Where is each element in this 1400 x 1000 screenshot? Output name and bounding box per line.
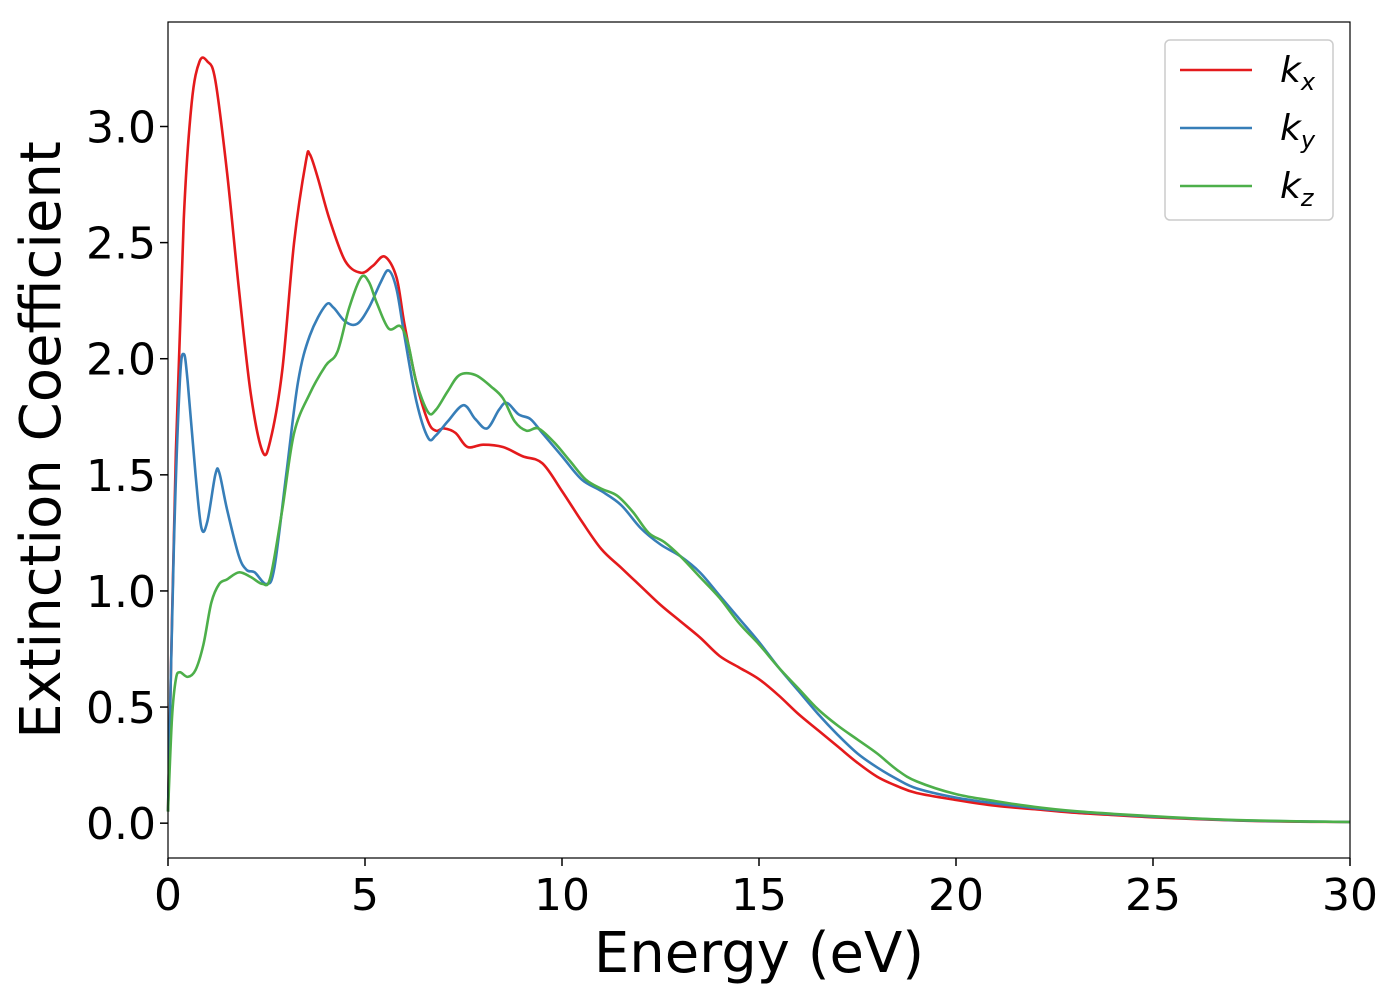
y-tick-label: 1.0 [86, 567, 156, 618]
x-tick-label: 15 [731, 870, 787, 921]
y-axis-ticks: 0.0 0.5 1.0 1.5 2.0 2.5 3.0 [86, 103, 168, 850]
y-tick-label: 2.5 [86, 219, 156, 270]
x-tick-label: 5 [351, 870, 379, 921]
x-tick-label: 20 [928, 870, 984, 921]
x-tick-label: 10 [534, 870, 590, 921]
x-tick-label: 25 [1125, 870, 1181, 921]
plot-lines [166, 56, 1351, 824]
series-line-ky [166, 269, 1351, 824]
series-line-kx [166, 56, 1351, 824]
y-tick-label: 1.5 [86, 451, 156, 502]
x-axis-label: Energy (eV) [594, 921, 924, 986]
x-tick-label: 30 [1322, 870, 1378, 921]
y-tick-label: 3.0 [86, 103, 156, 154]
legend-subscript: y [1300, 126, 1316, 154]
x-tick-label: 0 [154, 870, 182, 921]
y-tick-label: 2.0 [86, 335, 156, 386]
x-axis-ticks: 0 5 10 15 20 25 30 [154, 858, 1378, 921]
legend-subscript: x [1300, 68, 1316, 96]
legend-box [1164, 39, 1334, 221]
legend-label-kz: kz [1280, 166, 1315, 212]
y-tick-label: 0.5 [86, 683, 156, 734]
y-tick-label: 0.0 [86, 799, 156, 850]
y-axis-label: Extinction Coefficient [9, 141, 74, 739]
series-line-kz [166, 274, 1351, 824]
legend-subscript: z [1300, 184, 1315, 212]
